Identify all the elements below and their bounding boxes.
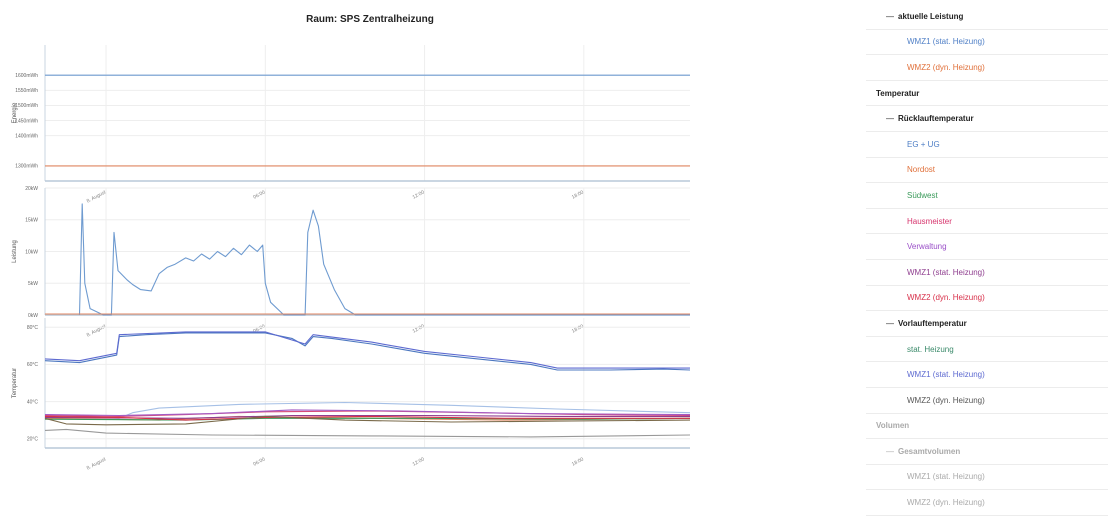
legend-item-label: WMZ1 (stat. Heizung) [907,370,985,380]
x-tick-label: 06:00 [252,456,266,467]
y-tick-label: 10kW [25,249,38,255]
x-tick-label: 18:00 [571,323,585,334]
x-tick-label: 18:00 [571,189,585,200]
y-tick-label: 1400mWh [15,133,38,139]
x-tick-label: 8. August [86,189,108,204]
legend-item[interactable]: Verwaltung [866,234,1108,260]
legend-panel: aktuelle Leistung WMZ1 (stat. Heizung) WMZ… [866,4,1108,516]
y-axis-label: Temperatur [12,368,18,398]
legend-item[interactable]: WMZ1 (stat. Heizung) [866,30,1108,56]
legend-item-label: WMZ1 (stat. Heizung) [907,472,985,482]
x-tick-label: 12:00 [412,456,426,467]
y-tick-label: 80°C [27,325,39,331]
series-line-2-4 [44,417,691,421]
legend-item[interactable]: WMZ1 (stat. Heizung) [866,362,1108,388]
y-tick-label: 1500mWh [15,103,38,109]
legend-item-label: WMZ2 (dyn. Heizung) [907,62,985,72]
x-tick-label: 12:00 [412,323,426,334]
legend-item[interactable]: Hausmeister [866,209,1108,235]
y-tick-label: 20kW [25,186,38,192]
legend-item[interactable]: WMZ2 (dyn. Heizung) [866,388,1108,414]
y-axis-label: Leistung [12,240,18,263]
series-line-2-9 [44,415,691,426]
y-tick-label: 1300mWh [15,164,38,170]
x-tick-label: 18:00 [571,456,585,467]
legend-item[interactable]: EG + UG [866,132,1108,158]
series-line-1-0 [78,203,690,316]
legend-item-label: EG + UG [907,139,940,149]
charts-svg: 1300mWh 1400mWh 1450mWh 1500mWh 1550mWh 1600m… [12,45,691,472]
legend-item-label: WMZ2 (dyn. Heizung) [907,395,985,405]
legend-item-label: Rücklauftemperatur [898,114,974,124]
legend-item-label: aktuelle Leistung [898,11,964,21]
legend-item[interactable]: Südwest [866,183,1108,209]
series-line-2-6 [44,409,691,417]
series-line-2-1 [44,331,690,369]
legend-item-label: Hausmeister [907,216,952,226]
y-tick-label: 5kW [28,281,38,287]
series-line-2-7 [44,414,690,419]
y-tick-label: 15kW [25,218,38,224]
legend-item-label: stat. Heizung [907,344,954,354]
x-tick-label: 8. August [86,323,108,338]
legend-item-label: Nordost [907,165,936,175]
legend-item[interactable]: WMZ1 (stat. Heizung) [866,260,1108,286]
y-tick-label: 60°C [27,362,39,368]
y-tick-label: 1600mWh [15,73,38,79]
legend-item[interactable]: Vorlauftemperatur [866,311,1108,337]
legend-item-label: WMZ1 (stat. Heizung) [907,37,985,47]
legend-item[interactable]: Rücklauftemperatur [866,106,1108,132]
legend-item[interactable]: Nordost [866,158,1108,184]
y-axis-label: Energie [12,102,18,123]
y-tick-label: 40°C [27,399,39,405]
legend-item[interactable]: Temperatur [866,81,1108,107]
legend-item-label: WMZ2 (dyn. Heizung) [907,498,985,508]
legend-item[interactable]: aktuelle Leistung [866,4,1108,30]
y-tick-label: 0kW [28,313,38,319]
x-tick-label: 8. August [86,456,108,471]
legend-item-label: Temperatur [876,88,920,98]
x-tick-label: 06:00 [252,323,266,334]
series-line-2-10 [44,428,691,438]
y-tick-label: 20°C [27,437,39,443]
y-tick-label: 1550mWh [15,88,38,94]
x-tick-label: 06:00 [252,189,266,200]
legend-item[interactable]: WMZ2 (dyn. Heizung) [866,55,1108,81]
legend-item[interactable]: Volumen [866,414,1108,440]
legend-item-label: Gesamtvolumen [898,446,961,456]
legend-item-label: Volumen [876,421,910,431]
x-tick-label: 12:00 [412,189,426,200]
chart-title: Raum: SPS Zentralheizung [306,14,434,25]
legend-item-label: Verwaltung [907,242,947,252]
legend-item-label: Südwest [907,190,938,200]
legend-item-label: Vorlauftemperatur [898,318,967,328]
chart-area: Raum: SPS Zentralheizung 1300mWh 1400mWh 1… [12,14,691,472]
legend-item-label: WMZ1 (stat. Heizung) [907,267,985,277]
series-line-2-8 [44,415,690,421]
legend-item-label: WMZ2 (dyn. Heizung) [907,293,985,303]
legend-item[interactable]: WMZ1 (stat. Heizung) [866,465,1108,491]
legend-item[interactable]: Gesamtvolumen [866,439,1108,465]
legend-item[interactable]: stat. Heizung [866,337,1108,363]
legend-item[interactable]: WMZ2 (dyn. Heizung) [866,286,1108,312]
legend-item[interactable]: WMZ2 (dyn. Heizung) [866,490,1108,516]
y-tick-label: 1450mWh [15,118,38,124]
